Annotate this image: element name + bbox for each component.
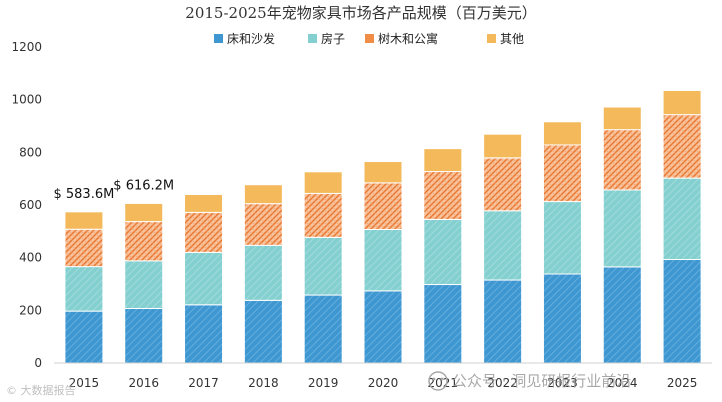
wechat-icon-dot-right	[440, 377, 444, 381]
y-tick-label: 0	[34, 356, 42, 370]
legend-item-bed-sofa: 床和沙发	[214, 31, 275, 46]
wechat-icon	[428, 371, 448, 391]
legend-item-house: 房子	[308, 31, 345, 46]
bar-group-2020	[363, 161, 403, 364]
bar-bed-sofa-2022	[483, 279, 523, 364]
x-tick-label: 2015	[69, 376, 100, 390]
bar-house-2017	[184, 251, 224, 306]
wechat-icon-dot-left	[432, 377, 436, 381]
bar-house-2024	[602, 189, 642, 268]
x-tick-label: 2017	[188, 376, 219, 390]
bar-bed-sofa-2016	[124, 307, 164, 364]
legend-swatch-other	[487, 34, 496, 43]
annotations: $ 583.6M$ 616.2M	[53, 178, 174, 201]
bar-other-2022	[483, 133, 523, 159]
bar-tree-condo-2022	[483, 157, 523, 212]
bar-group-2018	[243, 184, 283, 364]
annotation-total-2015: $ 583.6M	[53, 187, 114, 202]
bar-bed-sofa-2018	[243, 299, 283, 364]
bar-house-2021	[423, 218, 463, 286]
bar-bed-sofa-2019	[303, 294, 343, 364]
bar-bed-sofa-2024	[602, 266, 642, 364]
bar-house-2019	[303, 236, 343, 296]
bar-tree-condo-2025	[662, 114, 702, 179]
watermark-bottom-left: © 大数据报告	[6, 383, 76, 397]
bar-tree-condo-2019	[303, 192, 343, 238]
bar-bed-sofa-2025	[662, 259, 702, 364]
bar-other-2025	[662, 89, 702, 116]
bar-house-2023	[542, 201, 582, 275]
bar-house-2015	[64, 266, 104, 312]
y-tick-label: 800	[19, 145, 42, 159]
legend-label-tree-condo: 树木和公寓	[378, 31, 438, 46]
bar-house-2018	[243, 244, 283, 301]
y-tick-label: 1200	[11, 40, 42, 54]
y-tick-label: 200	[19, 303, 42, 317]
legend-swatch-tree-condo	[365, 34, 374, 43]
bar-group-2024	[602, 106, 642, 364]
bar-other-2018	[243, 184, 283, 205]
bar-group-2021	[423, 148, 463, 364]
bar-other-2021	[423, 148, 463, 173]
bar-group-2015	[64, 211, 104, 364]
bar-group-2016	[124, 202, 164, 364]
legend-item-tree-condo: 树木和公寓	[365, 31, 438, 46]
y-axis: 0 200 400 600 800 1000 1200	[11, 40, 42, 370]
bar-tree-condo-2016	[124, 221, 164, 262]
bar-other-2020	[363, 161, 403, 184]
x-tick-label: 2019	[308, 376, 339, 390]
legend-label-bed-sofa: 床和沙发	[227, 31, 275, 46]
bar-group-2025	[662, 89, 702, 364]
bar-other-2017	[184, 193, 224, 213]
y-tick-label: 600	[19, 198, 42, 212]
x-tick-label: 2020	[368, 376, 399, 390]
watermark-group: 公众号 · 洞见研报行业前沿 © 大数据报告	[6, 371, 631, 397]
bar-tree-condo-2017	[184, 211, 224, 253]
y-tick-label: 1000	[11, 93, 42, 107]
legend: 床和沙发 房子 树木和公寓 其他	[214, 31, 524, 46]
bar-other-2019	[303, 171, 343, 194]
annotation-total-2016: $ 616.2M	[113, 178, 174, 193]
x-tick-label: 2023	[547, 376, 578, 390]
legend-swatch-house	[308, 34, 317, 43]
x-axis: 2015 2016 2017 2018 2019 2020 2021 2022 2023 2024…	[54, 362, 712, 390]
bar-bed-sofa-2023	[542, 273, 582, 364]
bar-other-2015	[64, 211, 104, 230]
chart-title: 2015-2025年宠物家具市场各产品规模（百万美元）	[185, 4, 536, 22]
bar-bed-sofa-2015	[64, 310, 104, 364]
bar-tree-condo-2021	[423, 171, 463, 220]
bar-other-2023	[542, 121, 582, 146]
bar-group-2023	[542, 121, 582, 364]
bar-house-2022	[483, 210, 523, 281]
x-tick-label: 2022	[487, 376, 518, 390]
bar-bed-sofa-2021	[423, 284, 463, 364]
bar-group-2017	[184, 193, 224, 364]
bar-group-2022	[483, 133, 523, 364]
y-tick-label: 400	[19, 251, 42, 265]
x-tick-label: 2025	[667, 376, 698, 390]
bar-house-2020	[363, 228, 403, 292]
watermark-bottom-right: 公众号 · 洞见研报行业前沿	[452, 372, 631, 390]
bar-tree-condo-2015	[64, 228, 104, 268]
bar-other-2016	[124, 202, 164, 223]
legend-label-house: 房子	[321, 31, 345, 46]
legend-swatch-bed-sofa	[214, 34, 223, 43]
legend-label-other: 其他	[500, 32, 524, 46]
x-tick-label: 2016	[128, 376, 159, 390]
bar-tree-condo-2018	[243, 203, 283, 246]
bar-group-2019	[303, 171, 343, 364]
bar-bed-sofa-2020	[363, 290, 403, 364]
bar-other-2024	[602, 106, 642, 131]
x-tick-label: 2024	[607, 376, 638, 390]
bar-house-2016	[124, 260, 164, 309]
x-tick-label: 2018	[248, 376, 279, 390]
bar-tree-condo-2024	[602, 129, 642, 191]
bar-bed-sofa-2017	[184, 304, 224, 364]
legend-item-other: 其他	[487, 32, 524, 46]
bar-tree-condo-2020	[363, 182, 403, 230]
bar-plot-area	[64, 89, 702, 364]
bar-tree-condo-2023	[542, 144, 582, 203]
bar-house-2025	[662, 177, 702, 261]
